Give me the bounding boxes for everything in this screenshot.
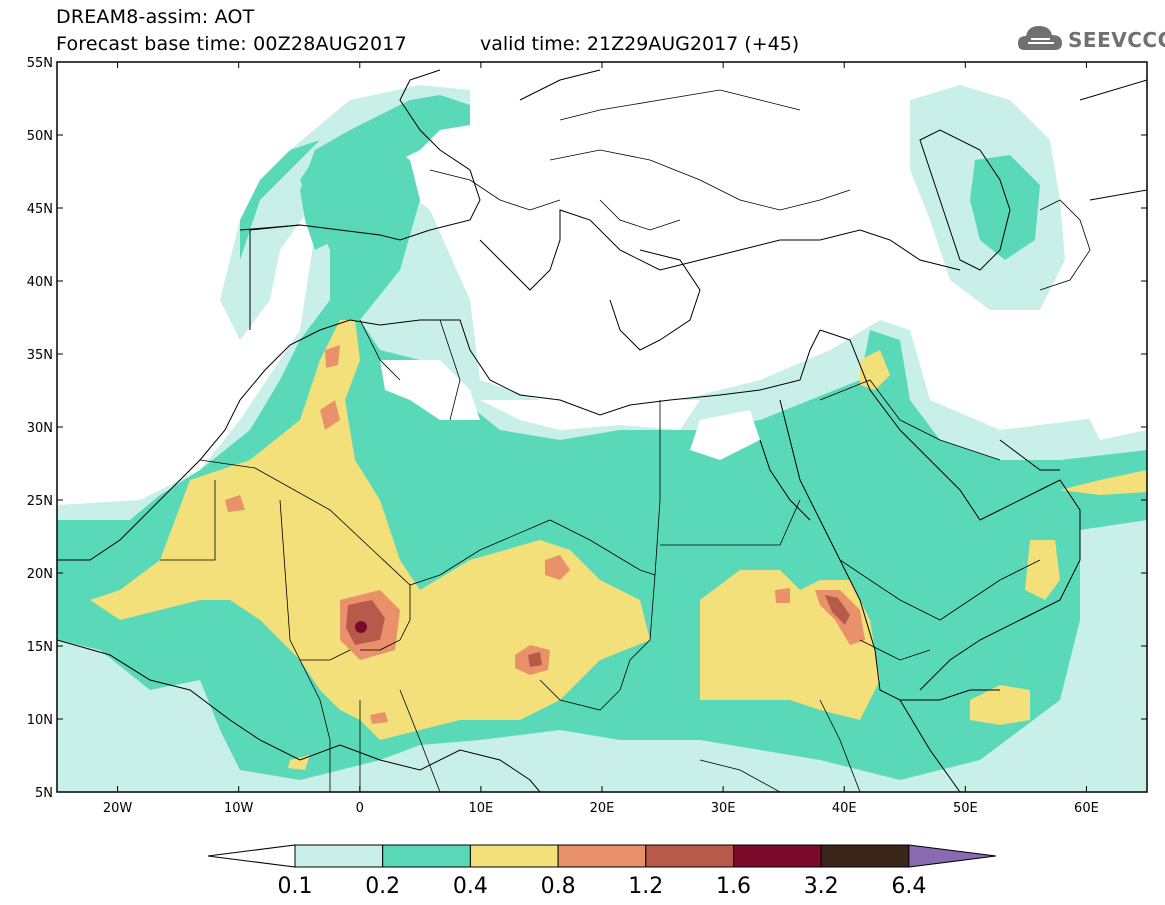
- colorbar-box: [733, 844, 822, 868]
- colorbar-label: 1.2: [628, 874, 663, 899]
- country-borders: [160, 89, 1091, 792]
- aot-field: [57, 69, 1147, 792]
- colorbar: 0.1 0.2 0.4 0.8 1.2 1.6 3.2 6.4: [207, 844, 996, 899]
- lon-tick-label: 20W: [103, 801, 133, 816]
- colorbar-box: [469, 844, 559, 868]
- lon-tick-label: 50E: [953, 801, 978, 816]
- lat-tick-label: 15N: [27, 640, 53, 655]
- lat-tick-label: 5N: [35, 786, 53, 801]
- lat-tick-label: 45N: [27, 202, 53, 217]
- colorbar-label: 1.6: [716, 874, 751, 899]
- colorbar-box: [645, 844, 734, 868]
- lat-tick-label: 10N: [27, 713, 53, 728]
- seevccc-logo: SEEVCCC: [1016, 20, 1165, 56]
- lon-tick-label: 40E: [832, 801, 857, 816]
- aot-band-1.6-3.2: [355, 621, 367, 633]
- lon-tick-label: 0: [356, 801, 364, 816]
- lat-tick-label: 55N: [27, 56, 53, 71]
- lon-tick-label: 30E: [711, 801, 736, 816]
- lon-tick-label: 10E: [469, 801, 494, 816]
- colorbar-box: [382, 844, 471, 868]
- colorbar-label: 3.2: [804, 874, 839, 899]
- lat-tick-label: 25N: [27, 494, 53, 509]
- lon-tick-label: 10W: [224, 801, 254, 816]
- coastlines: [57, 69, 1147, 792]
- lat-tick-label: 20N: [27, 567, 53, 582]
- forecast-base-time: Forecast base time: 00Z28AUG2017: [56, 33, 407, 55]
- colorbar-label: 0.8: [541, 874, 576, 899]
- colorbar-box: [294, 844, 384, 868]
- colorbar-high-triangle: [908, 844, 996, 868]
- latitude-axis: 55N 50N 45N 40N 35N 30N 25N 20N 15N 10N 5N: [27, 56, 1147, 801]
- chart-title: DREAM8-assim: AOT: [56, 6, 255, 28]
- colorbar-label: 0.2: [365, 874, 400, 899]
- aot-band-1.2-1.6: [346, 595, 850, 667]
- colorbar-label: 0.1: [278, 874, 313, 899]
- lon-tick-label: 20E: [590, 801, 615, 816]
- lat-tick-label: 50N: [27, 129, 53, 144]
- logo-text: SEEVCCC: [1068, 28, 1165, 52]
- cloud-icon: [1018, 26, 1062, 50]
- lon-tick-label: 60E: [1074, 801, 1099, 816]
- lat-tick-label: 35N: [27, 348, 53, 363]
- aot-low-areas: [380, 360, 1147, 460]
- colorbar-box: [557, 844, 647, 868]
- longitude-axis: 20W 10W 0 10E 20E 30E 40E 50E 60E: [103, 62, 1099, 816]
- colorbar-label: 6.4: [891, 874, 926, 899]
- lat-tick-label: 30N: [27, 421, 53, 436]
- valid-time: valid time: 21Z29AUG2017 (+45): [480, 33, 800, 55]
- colorbar-label: 0.4: [453, 874, 488, 899]
- colorbar-low-triangle: [207, 844, 296, 868]
- lat-tick-label: 40N: [27, 275, 53, 290]
- aot-map: 55N 50N 45N 40N 35N 30N 25N 20N 15N 10N 5N 20W 10W 0…: [27, 56, 1148, 816]
- colorbar-box: [820, 844, 910, 868]
